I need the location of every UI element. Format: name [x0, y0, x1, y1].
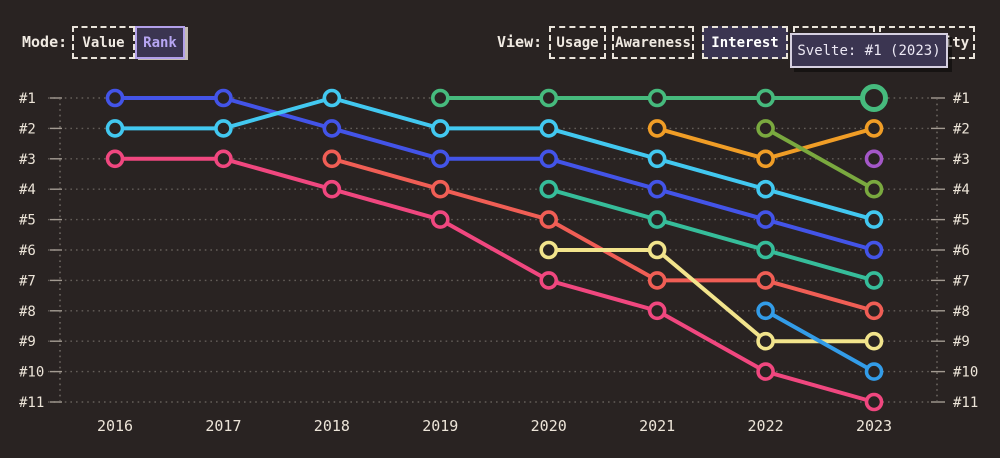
- y-axis-label-right: #10: [953, 365, 978, 381]
- y-axis-label-left: #10: [19, 365, 44, 381]
- data-point-series-orange-2023[interactable]: [864, 119, 884, 138]
- data-point-series-yellow-2022[interactable]: [756, 331, 775, 351]
- y-axis-label-left: #1: [19, 91, 36, 107]
- view-label: View:: [497, 33, 543, 51]
- data-point-series-red-2022[interactable]: [756, 271, 775, 290]
- data-point-Svelte-2019[interactable]: [430, 88, 450, 108]
- series-line-series-teal: [546, 187, 877, 283]
- data-point-series-cyan-2016[interactable]: [105, 119, 125, 138]
- data-point-Svelte-2020[interactable]: [539, 88, 559, 108]
- data-point-series-sky-blue-2023[interactable]: [864, 362, 884, 381]
- data-point-series-pink-2023[interactable]: [864, 392, 884, 412]
- y-axis-label-right: #1: [953, 91, 970, 107]
- data-point-series-royal-blue-2022[interactable]: [756, 210, 775, 229]
- data-point-series-lime-2023[interactable]: [864, 179, 884, 199]
- data-point-series-purple-2023[interactable]: [864, 149, 884, 169]
- data-point-series-pink-2021[interactable]: [647, 301, 667, 321]
- data-point-series-red-2019[interactable]: [430, 179, 450, 199]
- y-axis-label-left: #2: [19, 121, 36, 137]
- view-awareness-button[interactable]: Awareness: [612, 26, 694, 59]
- data-point-Svelte-2022[interactable]: [756, 88, 775, 108]
- data-point-series-cyan-2018[interactable]: [322, 88, 342, 108]
- data-point-series-pink-2016[interactable]: [105, 149, 125, 169]
- x-axis-label: 2017: [205, 417, 241, 435]
- data-point-series-teal-2021[interactable]: [647, 210, 667, 229]
- y-axis-label-left: #5: [19, 213, 36, 229]
- data-point-series-cyan-2023[interactable]: [864, 210, 884, 229]
- y-axis-label-right: #3: [953, 152, 970, 168]
- series-line-series-sky-blue: [763, 308, 877, 374]
- data-point-series-royal-blue-2016[interactable]: [105, 88, 125, 108]
- data-point-series-pink-2019[interactable]: [430, 210, 450, 229]
- y-axis-label-left: #9: [19, 334, 36, 350]
- series-line-series-cyan: [113, 96, 877, 222]
- data-point-series-teal-2020[interactable]: [539, 179, 559, 199]
- y-axis-label-left: #7: [19, 273, 36, 289]
- data-point-series-pink-2018[interactable]: [322, 179, 342, 199]
- data-point-Svelte-2021[interactable]: [647, 88, 667, 108]
- y-axis-label-left: #6: [19, 243, 36, 259]
- x-axis-label: 2018: [314, 417, 350, 435]
- mode-rank-button[interactable]: Rank: [135, 26, 185, 59]
- data-point-series-pink-2017[interactable]: [214, 149, 233, 169]
- x-axis-label: 2023: [856, 417, 892, 435]
- data-point-series-royal-blue-2023[interactable]: [864, 240, 884, 260]
- mode-label: Mode:: [22, 33, 68, 51]
- data-point-series-red-2023[interactable]: [864, 301, 884, 321]
- data-point-series-cyan-2019[interactable]: [430, 119, 450, 138]
- data-point-series-red-2020[interactable]: [539, 210, 559, 229]
- data-point-series-orange-2022[interactable]: [756, 149, 775, 169]
- series-line-series-royal-blue: [113, 96, 877, 252]
- data-point-series-cyan-2022[interactable]: [756, 179, 775, 199]
- data-point-series-royal-blue-2019[interactable]: [430, 149, 450, 169]
- y-axis-label-right: #7: [953, 273, 970, 289]
- x-axis-label: 2020: [531, 417, 567, 435]
- y-axis-label-right: #6: [953, 243, 970, 259]
- y-axis-label-right: #9: [953, 334, 970, 350]
- y-axis-label-left: #4: [19, 182, 36, 198]
- data-point-series-royal-blue-2021[interactable]: [647, 179, 667, 199]
- data-point-series-lime-2022[interactable]: [756, 119, 775, 138]
- mode-value-button[interactable]: Value: [72, 26, 135, 59]
- series-line-series-pink: [113, 156, 877, 404]
- x-axis-label: 2016: [97, 417, 133, 435]
- y-axis-label-left: #8: [19, 304, 36, 320]
- data-point-series-red-2018[interactable]: [322, 149, 342, 169]
- data-point-series-royal-blue-2018[interactable]: [322, 119, 342, 138]
- data-point-series-cyan-2017[interactable]: [214, 119, 233, 138]
- data-point-series-pink-2020[interactable]: [539, 271, 559, 290]
- data-point-series-yellow-2023[interactable]: [864, 331, 884, 351]
- x-axis-label: 2019: [422, 417, 458, 435]
- data-point-series-yellow-2021[interactable]: [647, 240, 667, 260]
- data-point-series-cyan-2020[interactable]: [539, 119, 559, 138]
- y-axis-label-right: #11: [953, 395, 978, 411]
- view-usage-button[interactable]: Usage: [549, 26, 606, 59]
- y-axis-label-right: #4: [953, 182, 970, 198]
- data-point-series-teal-2022[interactable]: [756, 240, 775, 260]
- view-interest-button[interactable]: Interest: [702, 26, 788, 59]
- data-point-series-royal-blue-2017[interactable]: [214, 88, 233, 108]
- x-axis-label: 2021: [639, 417, 675, 435]
- series-line-series-red: [329, 156, 877, 313]
- data-point-series-orange-2021[interactable]: [647, 119, 667, 138]
- x-axis-label: 2022: [748, 417, 784, 435]
- data-point-series-pink-2022[interactable]: [756, 362, 775, 381]
- data-point-series-teal-2023[interactable]: [864, 271, 884, 290]
- y-axis-label-left: #3: [19, 152, 36, 168]
- data-point-series-red-2021[interactable]: [647, 271, 667, 290]
- data-point-series-royal-blue-2020[interactable]: [539, 149, 559, 169]
- data-point-series-yellow-2020[interactable]: [539, 240, 559, 260]
- series-line-series-lime: [763, 126, 877, 192]
- tooltip: Svelte: #1 (2023): [790, 33, 948, 68]
- highlighted-data-point-Svelte-2023[interactable]: [860, 84, 889, 112]
- y-axis-label-left: #11: [19, 395, 44, 411]
- data-point-series-cyan-2021[interactable]: [647, 149, 667, 169]
- y-axis-label-right: #2: [953, 121, 970, 137]
- y-axis-label-right: #5: [953, 213, 970, 229]
- data-point-series-sky-blue-2022[interactable]: [756, 301, 775, 321]
- y-axis-label-right: #8: [953, 304, 970, 320]
